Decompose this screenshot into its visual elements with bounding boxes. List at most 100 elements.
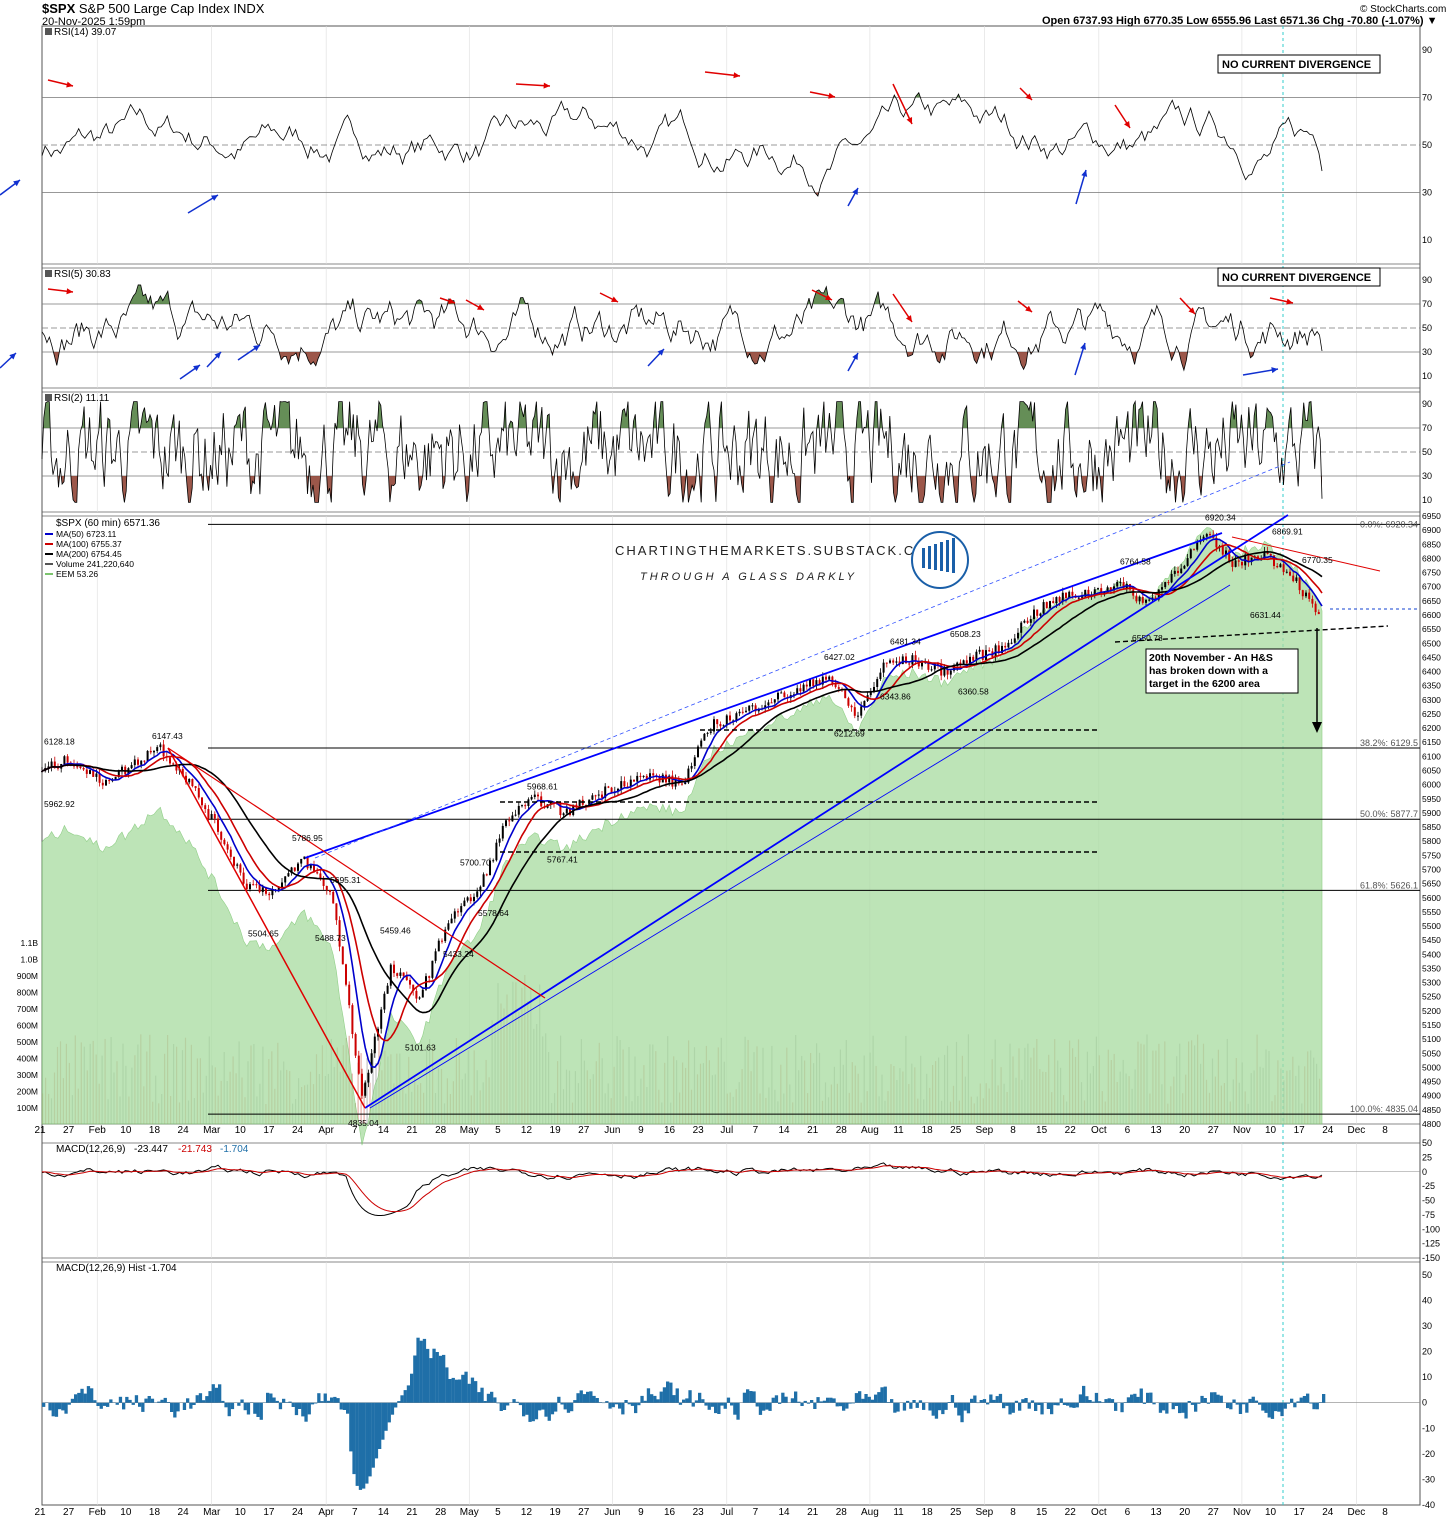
hist-bar	[407, 1385, 410, 1402]
candle-body	[1097, 588, 1099, 589]
candle-body	[51, 762, 53, 767]
x-tick-label: 17	[1294, 1507, 1306, 1518]
rsi-line	[42, 285, 1322, 370]
y-tick-label: 5850	[1422, 822, 1441, 832]
candle-body	[524, 805, 526, 806]
hist-bar	[592, 1396, 595, 1403]
x-tick-label: 18	[922, 1125, 934, 1136]
candle-body	[1007, 643, 1009, 648]
hist-bar	[1095, 1393, 1098, 1403]
candle-body	[716, 719, 718, 724]
hist-bar	[551, 1403, 554, 1415]
hist-bar	[906, 1401, 909, 1403]
hist-bar	[970, 1399, 973, 1403]
candle-body	[1078, 598, 1080, 599]
candle-body	[908, 663, 910, 664]
x-tick-label: 7	[753, 1125, 759, 1136]
x-tick-label: 9	[638, 1507, 644, 1518]
volume-tick: 500M	[17, 1037, 38, 1047]
hist-bar	[324, 1394, 327, 1403]
candle-body	[739, 712, 741, 713]
candle-body	[89, 770, 91, 774]
hist-bar	[276, 1401, 279, 1403]
x-tick-label: 10	[235, 1507, 247, 1518]
x-tick-label: 27	[578, 1125, 590, 1136]
hist-bar	[1072, 1403, 1075, 1408]
candle-body	[169, 757, 171, 763]
hist-bar	[1018, 1403, 1021, 1411]
candle-body	[1286, 572, 1288, 573]
y-tick-label: 30	[1422, 188, 1432, 198]
candle-body	[1270, 554, 1272, 556]
x-tick-label: 21	[34, 1507, 46, 1518]
y-tick-label: 6900	[1422, 525, 1441, 535]
hist-bar	[538, 1403, 541, 1411]
hist-bar	[724, 1403, 727, 1409]
candle-body	[713, 719, 715, 731]
fib-level-label: 0.0%: 6920.34	[1360, 519, 1418, 529]
swing-price-label: 5962.92	[44, 799, 75, 809]
candle-body	[403, 973, 405, 977]
candle-body	[243, 873, 245, 884]
y-tick-label: 5350	[1422, 963, 1441, 973]
hist-bar	[1140, 1389, 1143, 1403]
candle-body	[895, 661, 897, 662]
swing-price-label: 5700.70	[460, 857, 491, 867]
candle-body	[435, 951, 437, 961]
y-tick-label: 4900	[1422, 1091, 1441, 1101]
hist-bar	[1149, 1393, 1152, 1403]
hist-bar	[557, 1397, 560, 1403]
candle-body	[105, 780, 107, 785]
candle-body	[1174, 571, 1176, 574]
candle-body	[422, 990, 424, 998]
hist-bar	[103, 1403, 106, 1406]
candle-body	[601, 795, 603, 798]
y-tick-label: 6500	[1422, 638, 1441, 648]
swing-price-label: 5695.31	[330, 875, 361, 885]
hist-bar	[256, 1403, 259, 1417]
hist-bar	[759, 1403, 762, 1415]
y-tick-label: 6750	[1422, 568, 1441, 578]
exchange: INDX	[233, 1, 264, 16]
hist-bar	[1133, 1394, 1136, 1403]
candle-body	[86, 769, 88, 773]
hist-bar	[1181, 1403, 1184, 1413]
hist-bar	[861, 1399, 864, 1403]
hist-bar	[135, 1395, 138, 1403]
hist-bar	[1277, 1403, 1280, 1412]
hist-bar	[298, 1403, 301, 1409]
candle-body	[252, 884, 254, 885]
hist-bar	[282, 1399, 285, 1403]
hist-bar	[1172, 1403, 1175, 1410]
swing-price-label: 5101.63	[405, 1043, 436, 1053]
y-tick-label: 6250	[1422, 709, 1441, 719]
hist-bar	[1021, 1399, 1024, 1403]
hist-bar	[1005, 1403, 1008, 1406]
x-tick-label: 14	[378, 1507, 390, 1518]
swing-price-label: 5488.73	[315, 933, 346, 943]
candle-body	[1135, 596, 1137, 602]
candle-body	[857, 716, 859, 717]
hist-bar	[967, 1403, 970, 1414]
volume-tick: 700M	[17, 1004, 38, 1014]
stockcharts-credit: © StockCharts.com	[1360, 4, 1446, 15]
candle-body	[1177, 571, 1179, 573]
legend-entry: MA(200) 6754.45	[56, 549, 122, 559]
x-tick-label: Feb	[89, 1507, 107, 1518]
hist-bar	[1056, 1403, 1059, 1406]
y-tick-label: 5750	[1422, 850, 1441, 860]
hist-bar	[634, 1403, 637, 1413]
hist-bar	[279, 1403, 282, 1410]
swing-price-label: 6147.43	[152, 731, 183, 741]
hist-bar	[1197, 1403, 1200, 1404]
hist-bar	[1268, 1403, 1271, 1418]
candle-body	[211, 814, 213, 819]
hist-bar	[836, 1403, 839, 1407]
candle-body	[972, 657, 974, 661]
x-tick-label: 12	[521, 1125, 533, 1136]
hist-bar	[762, 1403, 765, 1411]
candle-body	[204, 805, 206, 809]
x-tick-label: 24	[178, 1125, 190, 1136]
hist-bar	[1175, 1403, 1178, 1406]
